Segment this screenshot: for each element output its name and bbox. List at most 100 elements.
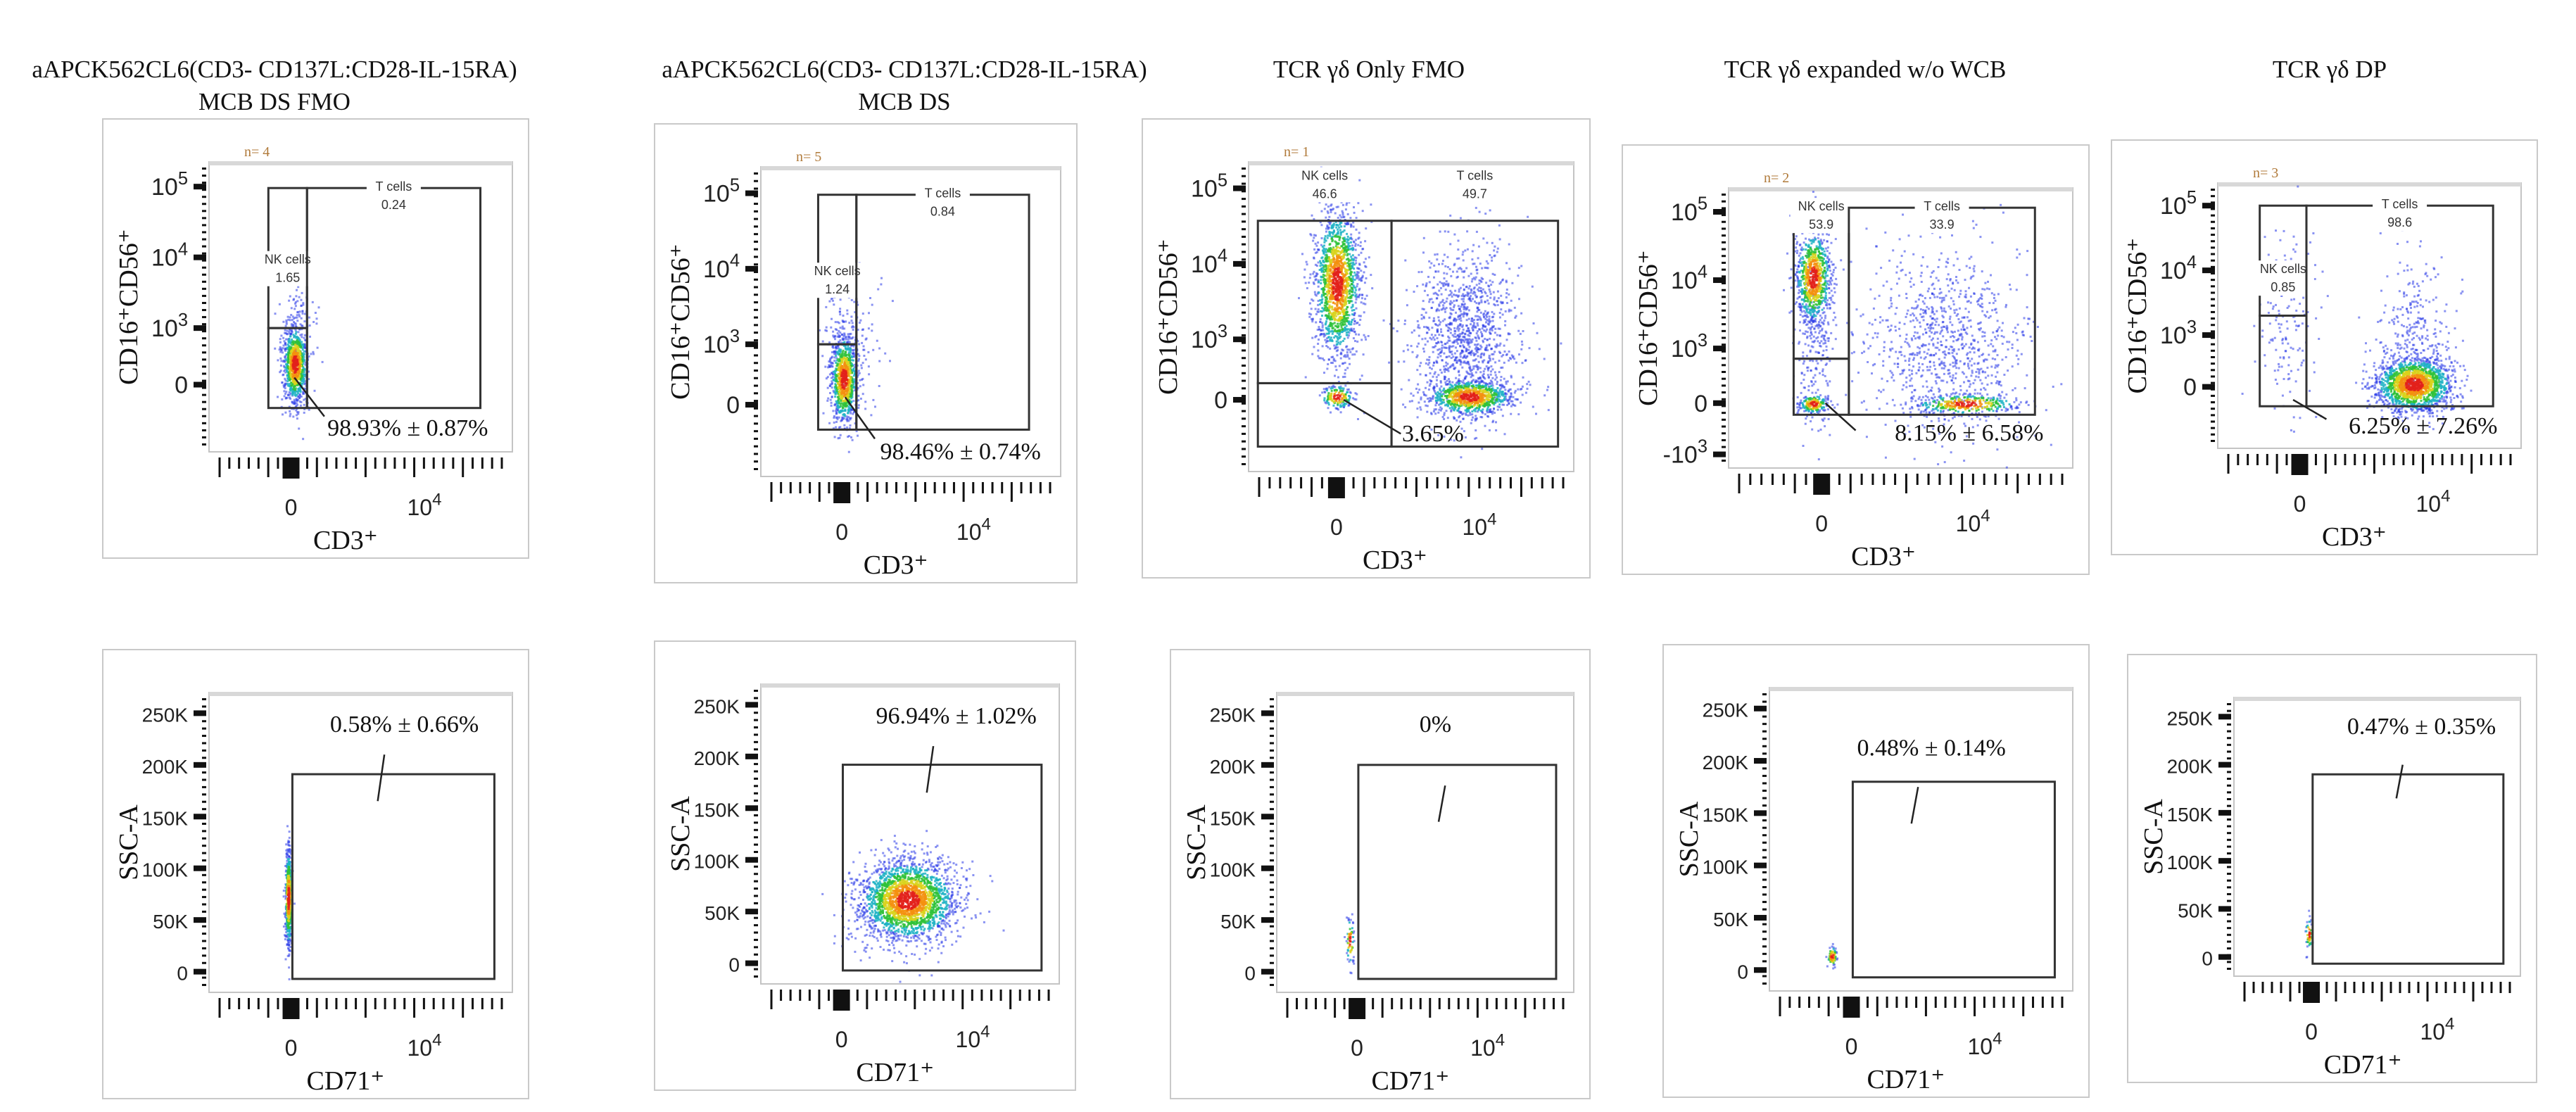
event-dot [1325, 279, 1327, 282]
event-dot [301, 333, 303, 336]
minor-tick [345, 457, 348, 469]
event-dot [1351, 247, 1354, 249]
event-dot [1339, 214, 1341, 217]
event-dot [1466, 291, 1469, 294]
event-dot [1498, 398, 1501, 401]
event-dot [1477, 347, 1479, 349]
event-dot [298, 328, 301, 331]
event-dot [840, 393, 843, 396]
event-dot [871, 323, 873, 326]
event-dot [287, 351, 290, 354]
event-dot [1485, 321, 1487, 324]
event-dot [832, 330, 835, 333]
event-dot [1501, 386, 1503, 388]
event-dot [1475, 336, 1477, 339]
minor-tick [1242, 175, 1246, 177]
event-dot [1466, 407, 1469, 410]
event-dot [1443, 365, 1445, 368]
event-dot [1355, 217, 1358, 220]
minor-tick [1242, 440, 1246, 443]
event-dot [1502, 393, 1504, 396]
tick-base: 10 [407, 495, 432, 520]
event-dot [1370, 274, 1372, 277]
event-dot [1491, 256, 1493, 259]
event-dot [1337, 232, 1339, 235]
event-dot [847, 381, 850, 384]
event-dot [299, 395, 301, 398]
event-dot [280, 360, 283, 362]
event-dot [1339, 332, 1341, 335]
event-dot [300, 374, 303, 377]
event-dot [1317, 303, 1320, 306]
event-dot [1360, 301, 1363, 304]
event-dot [845, 415, 848, 418]
event-dot [1455, 356, 1457, 359]
event-dot [849, 424, 852, 427]
event-dot [845, 348, 848, 351]
event-dot [302, 391, 305, 393]
event-dot [308, 324, 311, 327]
event-dot [1505, 279, 1508, 282]
event-dot [841, 416, 844, 419]
event-dot [308, 355, 310, 358]
event-dot [1466, 294, 1469, 297]
minor-tick [1268, 477, 1271, 488]
gate [816, 343, 858, 431]
event-dot [843, 395, 845, 398]
event-dot [1331, 386, 1334, 389]
event-dot [1479, 317, 1482, 320]
event-dot [1495, 398, 1498, 401]
event-dot [1488, 389, 1491, 392]
event-dot [835, 369, 838, 372]
event-dot [1349, 296, 1352, 298]
event-dot [1324, 235, 1327, 238]
panel-title-2: aAPCK562CL6(CD3- CD137L:CD28-IL-15RA) MC… [662, 53, 1147, 118]
event-dot [870, 414, 873, 417]
event-dot [1322, 261, 1325, 264]
event-dot [1418, 334, 1420, 337]
event-dot [1439, 409, 1442, 412]
event-dot [1488, 343, 1491, 346]
event-dot [1347, 300, 1350, 303]
event-dot [1422, 300, 1425, 303]
event-dot [1327, 312, 1330, 315]
event-dot [1422, 236, 1425, 239]
event-dot [822, 412, 825, 415]
event-dot [844, 408, 847, 411]
event-dot [1344, 208, 1347, 211]
event-dot [846, 387, 849, 390]
event-dot [827, 397, 830, 400]
event-dot [289, 412, 292, 415]
event-dot [831, 386, 833, 389]
event-dot [1350, 329, 1353, 332]
minor-tick [462, 457, 465, 477]
event-dot [1464, 307, 1467, 310]
event-dot [829, 385, 832, 387]
y-tick-label: 104 [151, 239, 188, 271]
event-dot [1515, 315, 1517, 317]
event-dot [290, 355, 293, 358]
event-dot [1428, 301, 1431, 303]
plot-area [760, 166, 1061, 477]
event-dot [1359, 315, 1362, 317]
event-dot [1480, 281, 1483, 284]
event-dot [1470, 341, 1473, 343]
event-dot [835, 355, 838, 358]
event-dot [1351, 263, 1354, 266]
event-dot [1438, 319, 1440, 322]
event-dot [1531, 285, 1534, 288]
event-dot [847, 396, 850, 399]
population-percentage: 98.93% ± 0.87% [327, 415, 488, 441]
event-dot [296, 350, 299, 353]
event-dot [1445, 324, 1448, 327]
event-dot [1356, 267, 1359, 270]
event-dot [301, 328, 303, 331]
event-dot [846, 381, 849, 384]
event-dot [1511, 403, 1514, 405]
event-dot [1498, 224, 1501, 227]
event-dot [1311, 336, 1314, 339]
event-dot [1446, 355, 1448, 358]
title-line: TCR γδ Only FMO [1273, 56, 1465, 83]
event-dot [1468, 296, 1471, 299]
event-dot [1333, 344, 1336, 347]
